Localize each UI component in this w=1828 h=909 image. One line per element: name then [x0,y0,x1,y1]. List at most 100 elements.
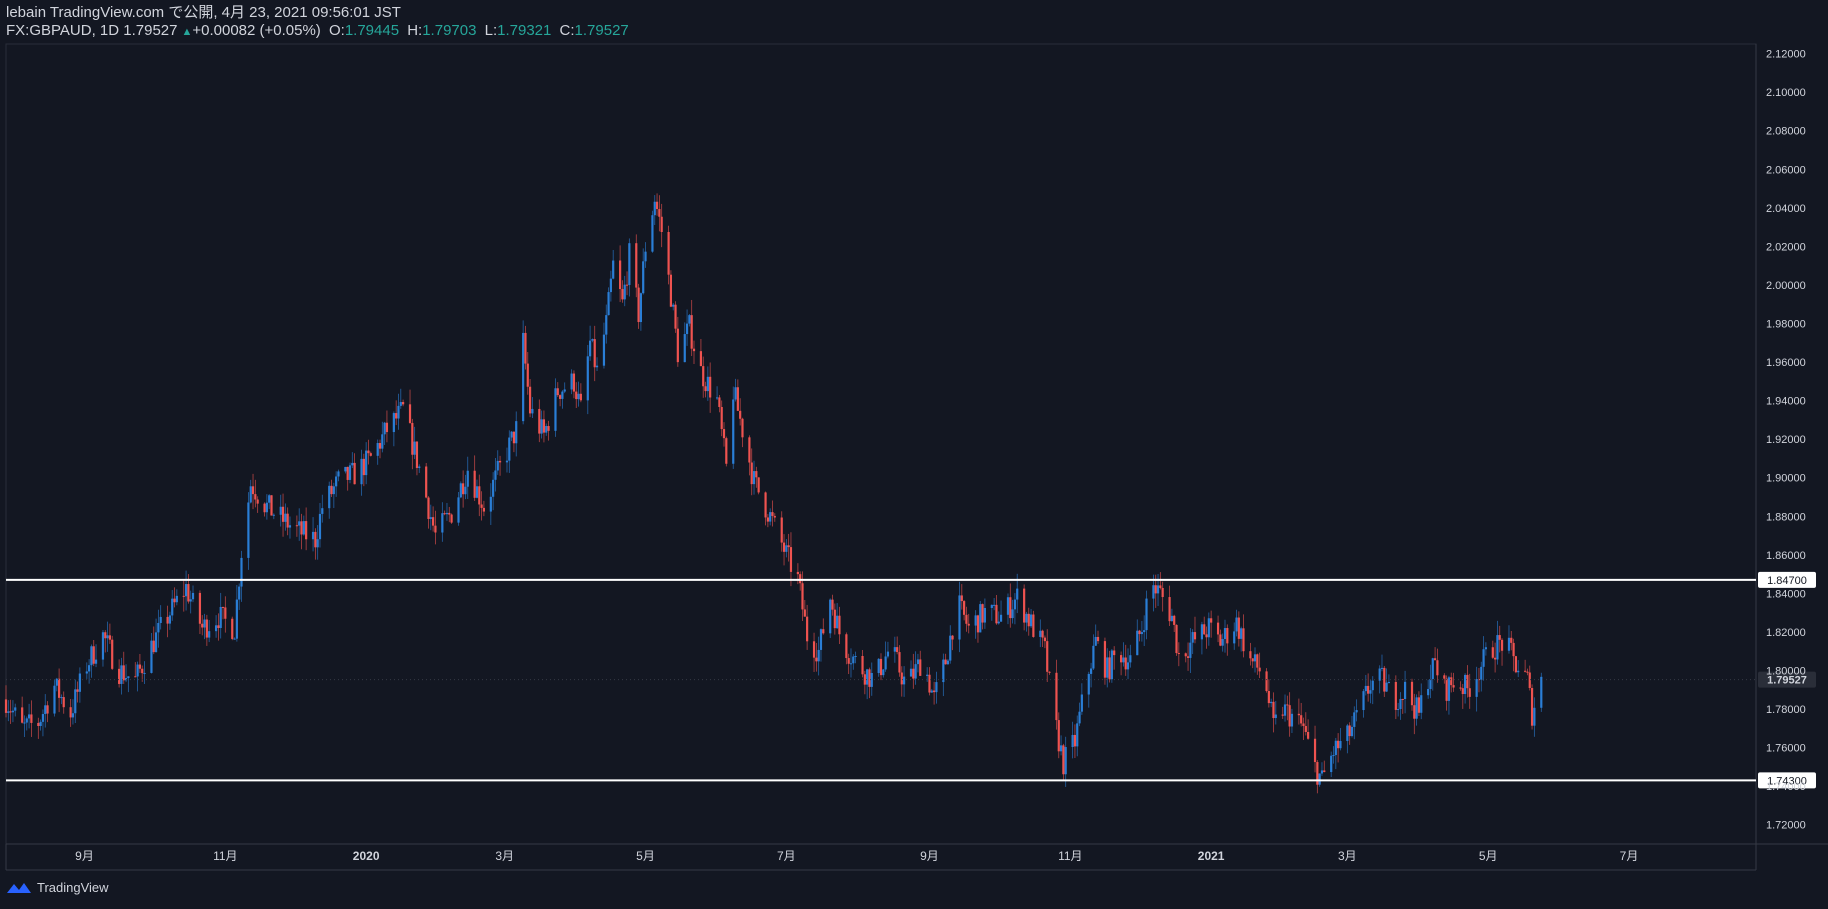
candle-down [709,376,712,398]
candle-up [672,304,675,307]
candle-down [118,668,121,684]
plot-frame [5,43,1757,845]
candle-down [1103,641,1107,678]
candle-down [30,714,33,723]
candle-up [1369,690,1372,694]
candle-up [214,625,218,632]
candle-down [928,674,931,693]
candle-up [94,659,98,664]
candle-up [441,513,444,533]
candle-up [1283,704,1287,716]
candle-down [1468,688,1471,697]
candle-down [669,274,673,307]
candle-down [408,404,412,423]
candle-up [101,632,105,660]
candle-up [1330,755,1333,773]
candle-up [522,332,525,422]
candle-down [558,395,562,399]
candle-up [1507,637,1511,651]
candle-up [265,502,268,513]
candle-down [434,525,437,533]
candle-down [1096,636,1100,642]
candle-down [1265,671,1268,692]
candle-down [965,614,968,624]
candle-up [1129,655,1132,663]
time-tick-label: 7月 [1620,849,1639,863]
last-price-label: 1.79527 [1767,675,1807,687]
candle-down [782,542,786,552]
candle-up [1274,714,1277,719]
candle-down [1113,650,1116,656]
candle-down [736,387,739,411]
price-tick-label: 1.88000 [1766,511,1806,523]
candle-up [11,710,15,713]
candle-down [201,623,204,628]
candle-up [1170,615,1173,622]
candle-down [62,697,65,708]
candle-up [238,586,241,600]
candle-up [1364,685,1367,692]
candle-down [1046,641,1049,672]
candle-up [44,705,47,715]
candle-up [1089,668,1093,674]
candle-down [166,616,169,624]
candle-up [688,315,691,324]
candle-down [755,471,758,478]
price-tick-label: 2.10000 [1766,87,1806,99]
candle-up [39,721,42,727]
candle-up [946,660,950,665]
candle-down [1251,658,1254,662]
candle-down [1316,762,1319,785]
price-tick-label: 1.72000 [1766,820,1806,832]
level-price-label: 1.74300 [1767,775,1807,787]
price-axis[interactable]: 1.72000 1.74000 1.76000 1.78000 1.80000 1.820… [1766,49,1806,832]
candle-up [74,689,77,714]
candle-up [508,437,511,461]
candle-up [540,419,543,434]
price-tick-label: 1.96000 [1766,357,1806,369]
candle-up [168,615,172,624]
candle-down [1168,597,1171,622]
candle-up [817,649,820,662]
symbol-info: FX:GBPAUD, 1D 1.79527 [6,22,178,39]
low-label: L: [484,22,498,39]
candle-up [365,450,368,476]
candle-up [531,408,534,414]
candle-up [150,640,153,673]
candle-down [480,504,483,508]
price-tick-label: 2.06000 [1766,164,1806,176]
candle-down [4,699,8,713]
candle-down [1526,671,1529,673]
price-change: +0.00082 (+0.05%) [192,22,321,39]
candle-down [395,413,398,419]
candle-down [330,485,333,495]
candle-up [272,514,275,516]
candle-up [785,545,788,552]
candle-down [690,315,693,349]
candle-up [127,676,130,679]
candle-up [316,539,319,548]
candle-up [279,506,282,515]
candle-down [415,441,419,468]
candle-down [676,328,679,363]
price-tick-label: 2.04000 [1766,203,1806,215]
footer-brand[interactable]: TradingView [6,880,109,895]
candle-down [1057,720,1060,752]
candle-up [870,672,873,687]
candle-down [1237,617,1240,639]
candle-down [1450,677,1453,686]
candle-down [575,391,578,400]
candle-up [311,531,315,540]
candle-up [644,251,647,262]
candle-up [1475,679,1478,697]
candles-layer [4,193,1543,794]
candle-down [263,503,266,513]
candle-down [787,545,790,548]
time-axis[interactable]: 9月 11月 2020 3月 5月 7月 9月 11月 2021 3月 5月 7月 [75,849,1638,863]
candle-up [651,215,654,252]
candle-down [1175,624,1178,654]
candle-up [332,486,335,495]
candle-up [1092,645,1095,669]
candle-down [896,647,899,653]
